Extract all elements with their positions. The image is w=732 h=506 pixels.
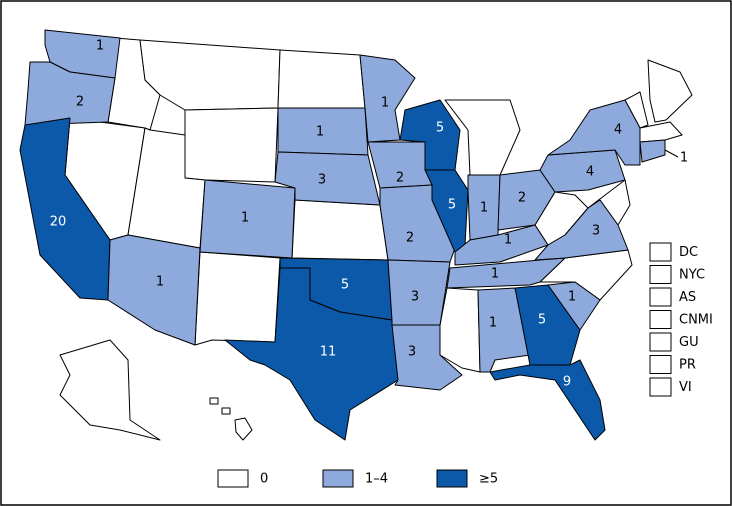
- state: [24, 61, 116, 126]
- territory-box: [649, 242, 672, 262]
- state: [497, 169, 556, 231]
- territory-label: GU: [679, 335, 699, 350]
- territory-box: [649, 332, 672, 352]
- state: [184, 107, 279, 183]
- state: [359, 54, 416, 143]
- state: [639, 139, 666, 163]
- state-value: 2: [406, 231, 414, 246]
- state: [454, 224, 549, 266]
- state-value: 5: [436, 121, 444, 136]
- state: [489, 359, 606, 441]
- state-value: 1: [156, 275, 164, 290]
- state: [277, 49, 366, 109]
- state-value: 20: [50, 215, 67, 230]
- state-value: 1: [504, 233, 512, 248]
- state: [209, 397, 219, 405]
- territories: DC NYC AS CNMI GU PR VI: [649, 242, 713, 397]
- state: [547, 99, 641, 166]
- legend-swatch: [217, 469, 249, 488]
- state-value: 1: [491, 267, 499, 282]
- territory-label: PR: [679, 358, 696, 373]
- territory-label: VI: [679, 380, 692, 395]
- territory-box: [649, 377, 672, 397]
- state-value: 1: [480, 201, 488, 216]
- state: [647, 59, 693, 123]
- legend-swatch: [436, 469, 468, 488]
- legend-label: ≥5: [479, 472, 498, 487]
- state-value: 2: [396, 171, 404, 186]
- territory-box: [649, 355, 672, 374]
- state-value: 3: [408, 345, 416, 360]
- state-value: 11: [320, 345, 337, 360]
- state: [534, 199, 629, 261]
- state: [59, 339, 161, 441]
- state-value: 2: [76, 95, 84, 110]
- leader-line: [664, 149, 679, 158]
- state-value: 1: [316, 125, 324, 140]
- state-value: 3: [411, 290, 419, 305]
- state-value: 3: [318, 173, 326, 188]
- state: [514, 284, 581, 366]
- legend-swatch: [322, 469, 354, 488]
- state-value: 3: [592, 224, 600, 239]
- territory-box: [649, 265, 672, 284]
- state: [547, 281, 601, 331]
- state: [221, 407, 231, 415]
- state-value: 1: [568, 290, 576, 305]
- state-value: 1: [241, 211, 249, 226]
- state-value: 5: [341, 278, 349, 293]
- state-value: 2: [518, 191, 526, 206]
- territory-label: NYC: [679, 268, 705, 283]
- state-value: 1: [489, 316, 497, 331]
- legend-label: 1–4: [365, 472, 388, 487]
- territory-label: AS: [679, 290, 696, 305]
- territory-box: [649, 287, 672, 307]
- state-value: 1: [96, 39, 104, 54]
- zero-states: [59, 37, 693, 441]
- state-value: 4: [614, 123, 622, 138]
- state-value: 5: [448, 198, 456, 213]
- legend-label: 0: [260, 472, 268, 487]
- legend: 0 1–4 ≥5: [217, 469, 498, 488]
- state-value: 4: [586, 165, 594, 180]
- state-value: 5: [538, 313, 546, 328]
- state: [234, 417, 253, 441]
- state-value: 1: [381, 96, 389, 111]
- state: [224, 267, 399, 441]
- state: [274, 151, 381, 206]
- territory-label: CNMI: [679, 313, 713, 328]
- state-value: 1: [680, 151, 688, 166]
- state: [291, 199, 389, 261]
- state: [194, 251, 281, 346]
- state-value: 9: [563, 375, 571, 390]
- territory-label: DC: [679, 245, 698, 260]
- state: [391, 324, 463, 391]
- state: [399, 99, 461, 171]
- territory-box: [649, 310, 672, 329]
